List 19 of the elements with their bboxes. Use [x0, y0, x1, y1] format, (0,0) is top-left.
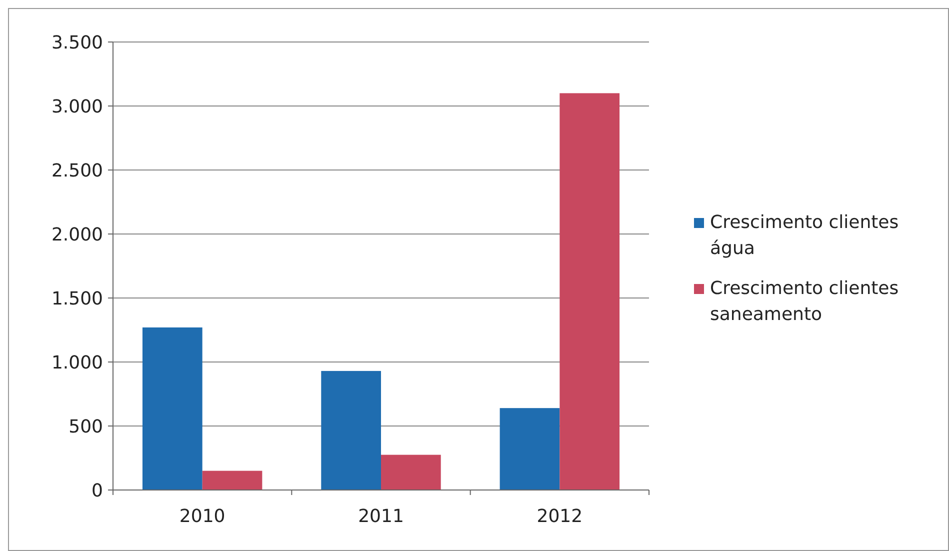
bar [560, 93, 620, 490]
y-tick-label: 3.000 [51, 96, 103, 118]
y-tick-label: 3.500 [51, 32, 103, 54]
y-tick-label: 2.000 [51, 224, 103, 246]
bar [202, 470, 262, 490]
bar [500, 408, 560, 490]
y-tick-label: 500 [68, 416, 103, 438]
legend-label: Crescimento clientes saneamento [710, 278, 899, 325]
bar [321, 370, 381, 490]
x-tick-label: 2012 [536, 506, 583, 527]
x-tick-label: 2011 [358, 506, 404, 527]
y-tick-label: 1.000 [51, 352, 103, 374]
bar [142, 327, 202, 490]
y-tick-label: 2.500 [51, 160, 103, 182]
x-tick-label: 2010 [179, 506, 226, 527]
legend-label: Crescimento clientes água [710, 212, 899, 259]
y-tick-label: 0 [92, 480, 103, 502]
y-tick-label: 1.500 [51, 288, 103, 310]
bar [381, 454, 441, 490]
